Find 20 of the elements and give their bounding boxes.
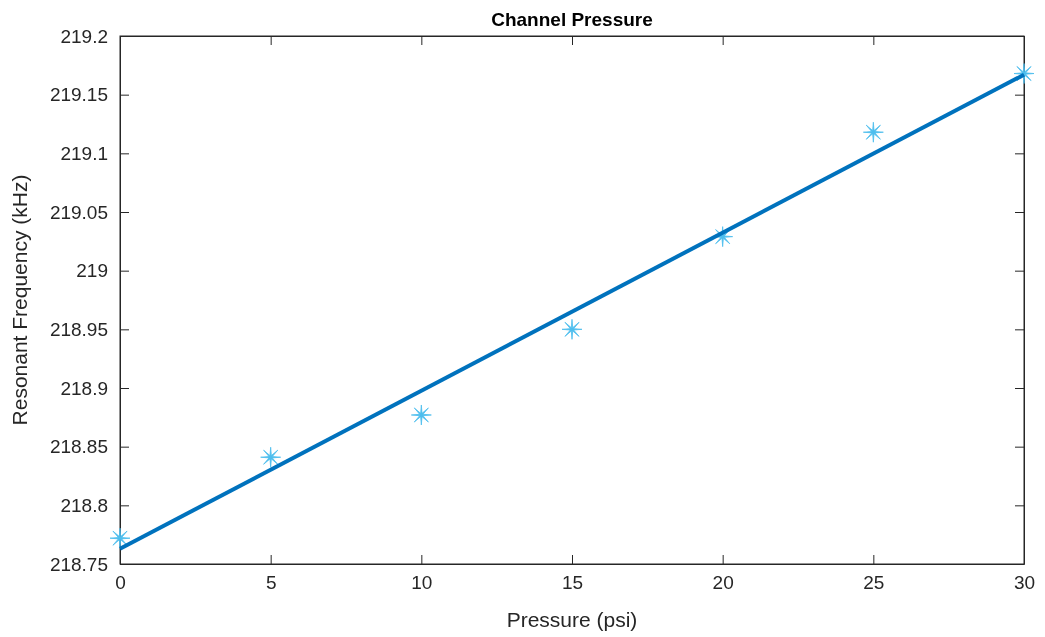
x-axis-title: Pressure (psi): [506, 608, 638, 631]
y-tick-label: 219.1: [60, 142, 108, 164]
y-tick-label: 218.9: [60, 377, 108, 399]
y-tick-label: 219.15: [49, 84, 108, 106]
chart-title: Channel Pressure: [491, 9, 653, 30]
x-tick-label: 30: [1013, 572, 1036, 594]
y-tick-label: 219.05: [49, 201, 108, 223]
y-tick-label: 218.75: [49, 553, 108, 575]
x-tick-label: 0: [115, 572, 126, 594]
y-tick-label: 218.85: [49, 436, 108, 458]
x-tick-label: 20: [712, 572, 734, 594]
y-tick-label: 218.95: [49, 318, 108, 340]
x-tick-label: 15: [561, 572, 584, 594]
x-tick-label: 5: [265, 572, 277, 594]
y-tick-label: 218.8: [60, 494, 108, 516]
y-tick-label: 219.2: [60, 25, 108, 47]
y-tick-label: 219: [76, 260, 108, 282]
x-tick-label: 10: [411, 572, 433, 594]
y-axis-title: Resonant Frequency (kHz): [8, 174, 31, 426]
x-tick-label: 25: [863, 572, 885, 594]
